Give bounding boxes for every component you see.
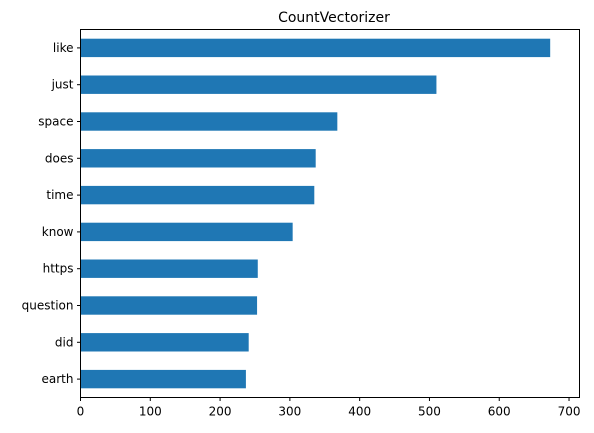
bar-space xyxy=(80,112,338,131)
bar-question xyxy=(80,296,258,315)
y-tick-label: earth xyxy=(42,372,74,386)
x-axis-ticks: 0 100 200 300 400 500 600 700 xyxy=(77,397,581,419)
y-tick-label: just xyxy=(51,78,74,92)
bar-https xyxy=(80,259,258,278)
plot-frame xyxy=(80,29,580,398)
y-tick-label: space xyxy=(38,115,73,129)
x-tick-label: 300 xyxy=(278,405,301,419)
bar-did xyxy=(80,333,249,352)
bars-group xyxy=(80,38,551,389)
bar-does xyxy=(80,149,316,168)
y-axis-ticks: like just space does time know https question di… xyxy=(22,41,81,386)
x-tick-label: 0 xyxy=(77,405,85,419)
x-tick-label: 200 xyxy=(209,405,232,419)
bar-earth xyxy=(80,369,246,389)
bar-know xyxy=(80,222,293,242)
y-tick-label: does xyxy=(45,151,74,165)
bar-like xyxy=(80,38,551,58)
y-tick-label: know xyxy=(42,225,74,239)
chart-title: CountVectorizer xyxy=(278,10,390,26)
y-tick-label: question xyxy=(22,299,74,313)
x-tick-label: 500 xyxy=(418,405,441,419)
y-tick-label: time xyxy=(46,188,73,202)
bar-just xyxy=(80,75,437,94)
x-tick-label: 700 xyxy=(558,405,581,419)
x-tick-label: 100 xyxy=(139,405,162,419)
x-tick-label: 400 xyxy=(348,405,371,419)
y-tick-label: like xyxy=(53,41,74,55)
bar-time xyxy=(80,185,315,205)
x-tick-label: 600 xyxy=(488,405,511,419)
y-tick-label: did xyxy=(55,335,74,349)
y-tick-label: https xyxy=(43,262,74,276)
